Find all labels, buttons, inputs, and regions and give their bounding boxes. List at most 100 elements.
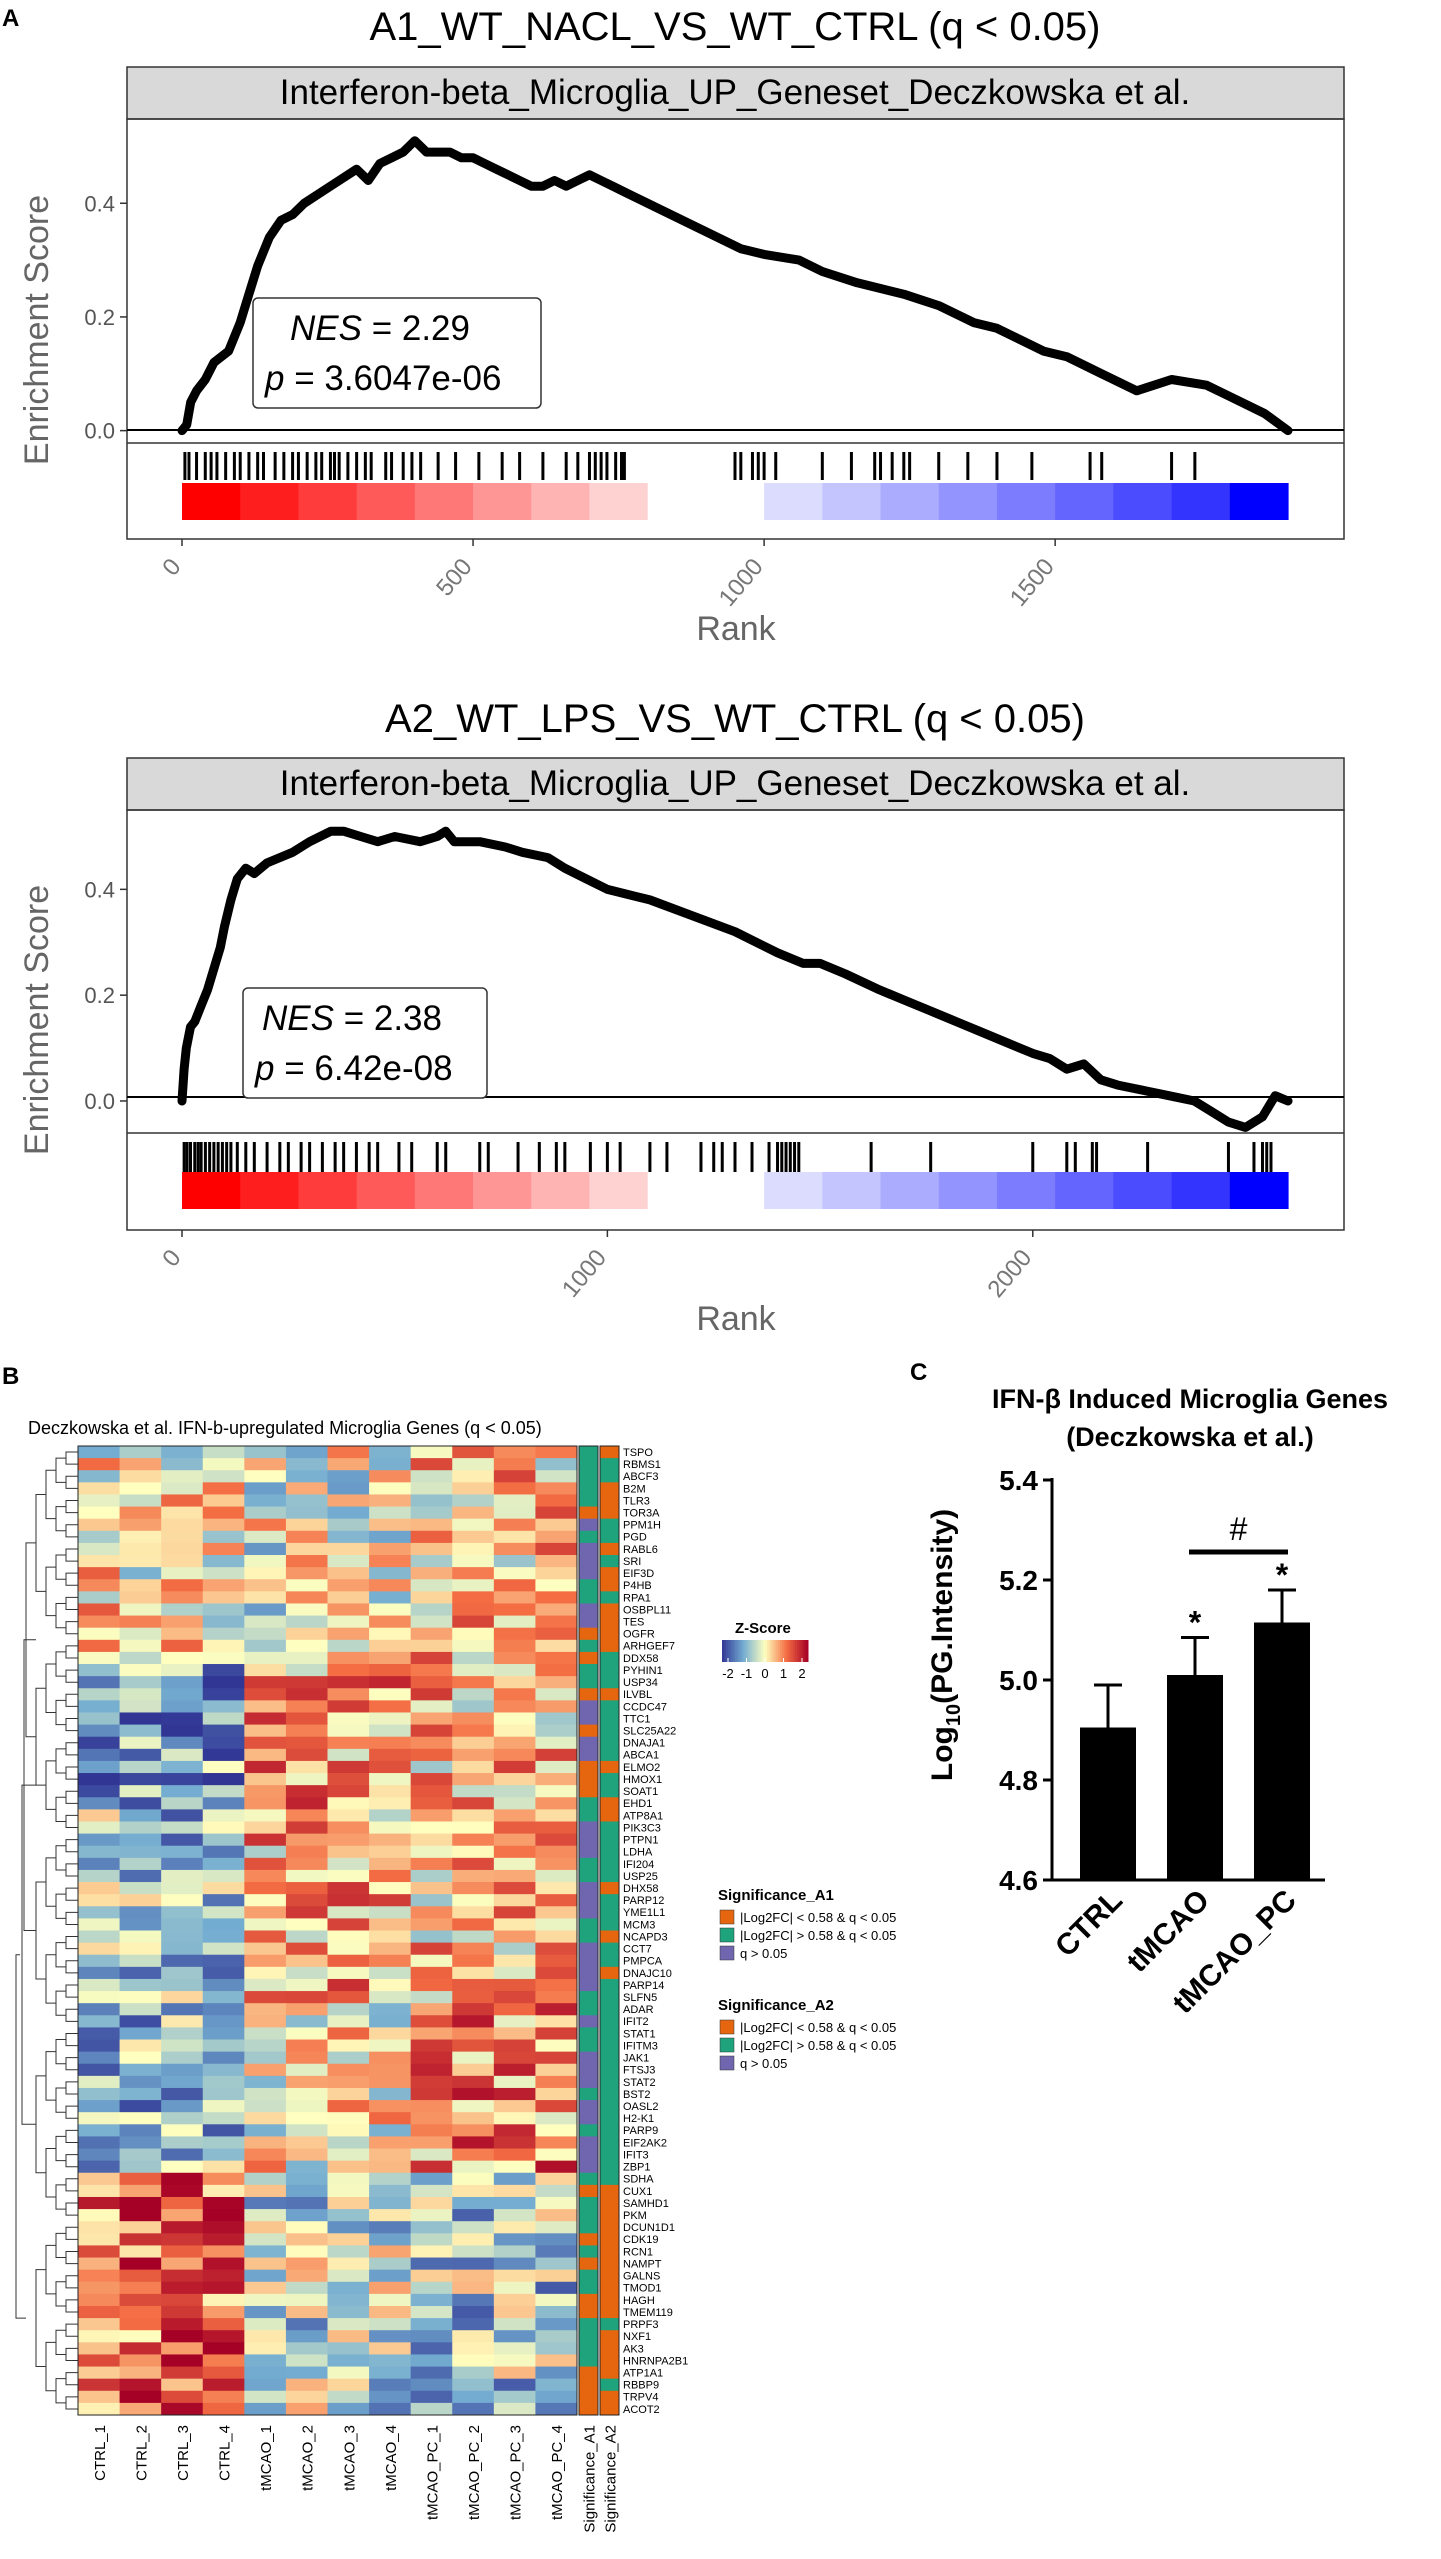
heatmap-cell [285, 1869, 328, 1883]
gsea-a2-heat-segment [240, 1172, 300, 1209]
heatmap-annotation-cell [579, 1906, 598, 1919]
heatmap-cell [202, 2124, 245, 2137]
heatmap-cell [285, 1651, 328, 1665]
heatmap-cell [78, 2402, 121, 2416]
heatmap-row-label: ADAR [623, 2004, 654, 2016]
heatmap-cell [493, 1494, 536, 1508]
heatmap-cell [493, 1627, 536, 1641]
heatmap-row-label: OASL2 [623, 2101, 658, 2113]
heatmap-cell [161, 2148, 204, 2162]
heatmap-cell [78, 1446, 121, 1459]
zscore-colorbar-segment [803, 1640, 807, 1662]
heatmap-cell [119, 2233, 162, 2246]
gsea-a2-heat-segment [1113, 1172, 1173, 1209]
heatmap-annotation-cell [600, 1845, 619, 1859]
zscore-colorbar-segment [743, 1640, 747, 1662]
heatmap-cell [369, 1664, 412, 1677]
heatmap-cell [535, 2087, 578, 2101]
heatmap-cell [78, 1736, 121, 1750]
heatmap-cell [244, 2330, 287, 2343]
heatmap-cell [244, 1882, 287, 1895]
heatmap-cell [119, 1591, 162, 1604]
heatmap-cell [493, 1797, 536, 1810]
heatmap-cell [410, 2136, 453, 2150]
heatmap-cell [535, 2136, 578, 2150]
heatmap-cell [327, 1542, 370, 1556]
heatmap-cell [244, 1651, 287, 1665]
heatmap-cell [493, 2112, 536, 2125]
heatmap-cell [493, 2257, 536, 2271]
heatmap-column-label: CTRL_1 [92, 2425, 109, 2481]
heatmap-annotation-cell [579, 1978, 598, 1992]
heatmap-cell [285, 2124, 328, 2137]
heatmap-row-label: NXF1 [623, 2331, 651, 2343]
heatmap-cell [535, 2063, 578, 2077]
heatmap-cell [535, 2172, 578, 2186]
heatmap-cell [535, 1603, 578, 1617]
heatmap-cell [244, 1966, 287, 1980]
heatmap-annotation-cell [600, 2172, 619, 2186]
heatmap-cell [452, 1930, 495, 1944]
heatmap-row-label: IFIT2 [623, 2016, 649, 2028]
gsea-a1-heat-segment [240, 483, 300, 520]
heatmap-annotation-cell [579, 1506, 598, 1520]
heatmap-cell [327, 1833, 370, 1847]
heatmap-annotation-cell [600, 2318, 619, 2331]
heatmap-cell [410, 1530, 453, 1544]
heatmap-cell [327, 2293, 370, 2307]
gsea-a1-nes-label: NES [290, 309, 362, 348]
heatmap-cell [493, 2354, 536, 2368]
heatmap-cell [119, 2160, 162, 2174]
heatmap-cell [535, 1942, 578, 1956]
heatmap-cell [161, 1882, 204, 1895]
heatmap-cell [244, 2051, 287, 2065]
heatmap-annotation-cell [579, 2366, 598, 2380]
heatmap-row-label: PARP9 [623, 2125, 658, 2137]
heatmap-cell [119, 1882, 162, 1895]
gsea-a1-y-label: Enrichment Score [18, 195, 56, 465]
heatmap-cell [202, 1530, 245, 1544]
heatmap-cell [119, 1676, 162, 1689]
heatmap-cell [244, 1809, 287, 1822]
zscore-colorbar-segment [780, 1640, 783, 1662]
heatmap-cell [161, 1458, 204, 1471]
gsea-a1-nes-text: NES = 2.29 [290, 309, 470, 348]
heatmap-annotation-cell [600, 2003, 619, 2016]
heatmap-cell [78, 1821, 121, 1835]
heatmap-cell [119, 2269, 162, 2283]
heatmap-cell [452, 1688, 495, 1701]
gsea-a1-heat-segment [996, 483, 1056, 520]
heatmap-cell [202, 1748, 245, 1762]
heatmap-cell [78, 2281, 121, 2295]
heatmap-cell [161, 2281, 204, 2295]
heatmap-cell [244, 2184, 287, 2198]
heatmap-cell [244, 2136, 287, 2150]
heatmap-cell [493, 1991, 536, 2004]
heatmap-cell [285, 1724, 328, 1738]
heatmap-cell [369, 1627, 412, 1641]
heatmap-cell [285, 1615, 328, 1629]
heatmap-cell [452, 2390, 495, 2404]
heatmap-cell [285, 1664, 328, 1677]
heatmap-cell [285, 2160, 328, 2174]
heatmap-column-label: tMCAO_PC_2 [466, 2425, 483, 2520]
heatmap-cell [493, 2039, 536, 2053]
heatmap-cell [119, 1542, 162, 1556]
heatmap-annotation-cell [600, 2269, 619, 2283]
heatmap-cell [410, 1482, 453, 1495]
heatmap-row-label: TMEM119 [623, 2307, 673, 2319]
gsea-a2-y-tick-label: 0.2 [84, 983, 115, 1008]
heatmap-cell [535, 2160, 578, 2174]
heatmap-cell [535, 2075, 578, 2089]
heatmap-cell [161, 1748, 204, 1762]
gsea-a2-hit-marks [182, 1142, 1273, 1172]
heatmap-cell [285, 2305, 328, 2319]
heatmap-annotation-cell [600, 2184, 619, 2198]
heatmap-row-label: USP34 [623, 1677, 658, 1689]
heatmap-cell [452, 1833, 495, 1847]
heatmap-cell [78, 2051, 121, 2065]
heatmap-annotation-cell [600, 2390, 619, 2404]
heatmap-cell [535, 1724, 578, 1738]
heatmap-cell [410, 1712, 453, 1726]
